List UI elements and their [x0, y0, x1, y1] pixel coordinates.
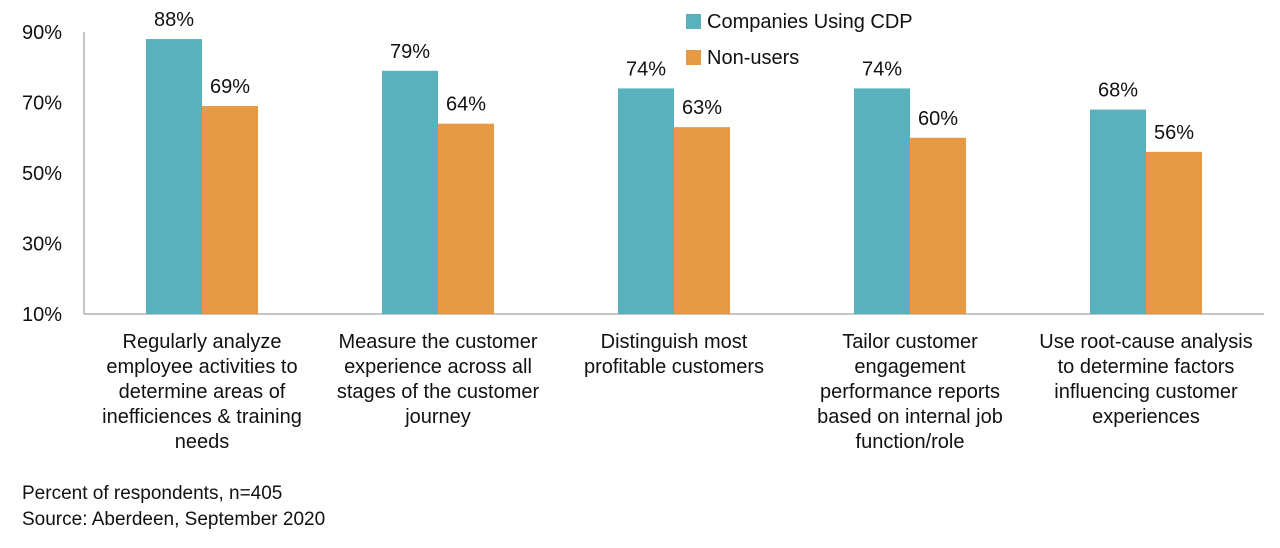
bar-non-users — [1146, 151, 1202, 314]
respondents-note: Percent of respondents, n=405 — [22, 483, 283, 504]
bar-cdp — [382, 70, 438, 315]
bar-value-label: 69% — [210, 76, 250, 98]
bar-value-label: 88% — [154, 9, 194, 31]
legend-label: Companies Using CDP — [707, 11, 913, 33]
bar-value-label: 74% — [626, 58, 666, 80]
x-tick-label: Regularly analyze employee activities to d… — [102, 331, 302, 453]
legend: Companies Using CDP Non-users — [686, 11, 913, 69]
legend-swatch — [686, 14, 701, 29]
source-note: Source: Aberdeen, September 2020 — [22, 509, 326, 530]
bar-non-users — [674, 127, 730, 314]
x-tick-label: Use root-cause analysis to determine fact… — [1039, 331, 1252, 428]
bar-value-label: 63% — [682, 97, 722, 119]
bar-value-label: 79% — [390, 41, 430, 63]
y-tick-label: 50% — [22, 163, 62, 185]
bar-non-users — [438, 123, 494, 315]
bar-value-label: 56% — [1154, 122, 1194, 144]
y-tick-label: 30% — [22, 234, 62, 256]
bar-non-users — [202, 106, 258, 315]
bar-cdp — [618, 88, 674, 315]
axes: 10% 30% 50% 70% 90% — [22, 22, 1264, 326]
bar-value-label: 74% — [862, 58, 902, 80]
bar-cdp — [854, 88, 910, 315]
x-tick-label: Measure the customer experience across al… — [337, 331, 540, 428]
bar-cdp — [146, 39, 202, 315]
y-tick-label: 70% — [22, 93, 62, 115]
bar-value-label: 64% — [446, 94, 486, 116]
bar-chart: 10% 30% 50% 70% 90% 88% 79% 74% 74% 68% 69% 64% 63%… — [22, 9, 1264, 453]
bar-value-label: 68% — [1098, 80, 1138, 102]
legend-label: Non-users — [707, 47, 799, 69]
y-tick-label: 90% — [22, 22, 62, 44]
bars — [146, 39, 1202, 315]
x-tick-labels: Regularly analyze employee activities to d… — [102, 331, 1253, 453]
data-labels: 88% 79% 74% 74% 68% 69% 64% 63% 60% 56% — [154, 9, 1194, 144]
bar-non-users — [910, 137, 966, 314]
bar-value-label: 60% — [918, 108, 958, 130]
bar-cdp — [1090, 109, 1146, 314]
legend-swatch — [686, 50, 701, 65]
x-tick-label: Distinguish most profitable customers — [584, 331, 764, 378]
y-tick-label: 10% — [22, 304, 62, 326]
x-tick-label: Tailor customer engagement performance rep… — [817, 331, 1003, 453]
